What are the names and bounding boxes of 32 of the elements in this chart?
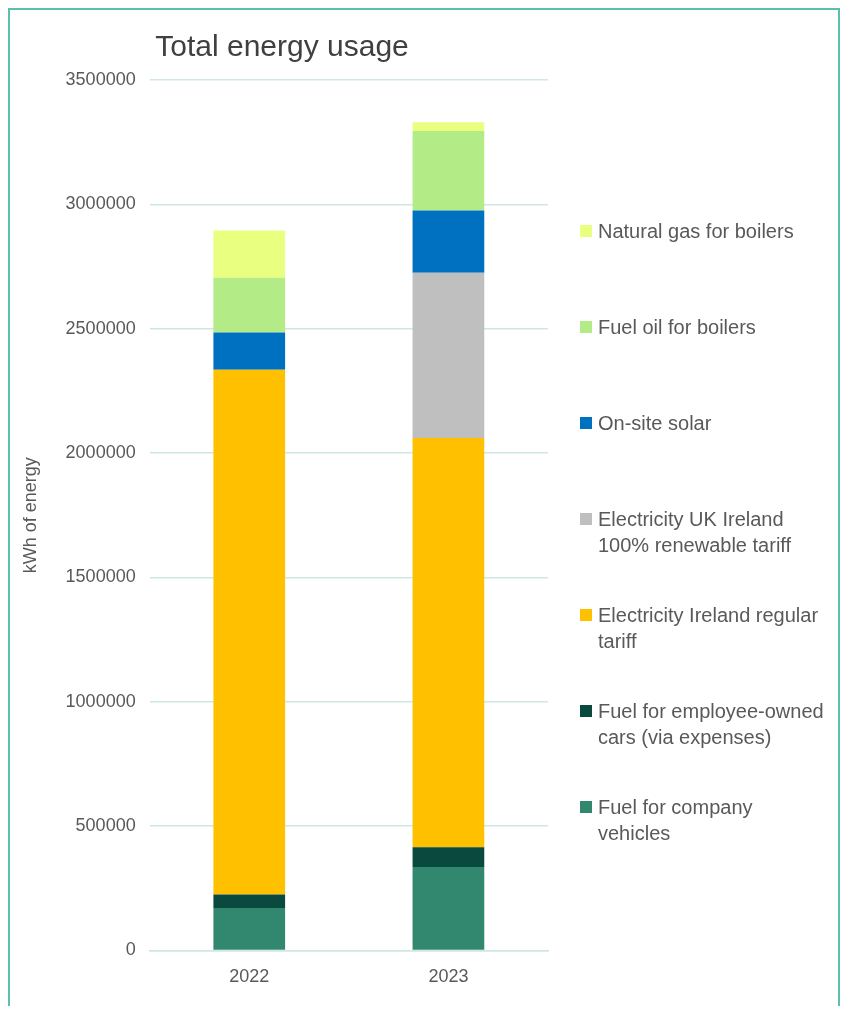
x-tick-label: 2023	[428, 966, 469, 987]
bar	[213, 277, 286, 333]
y-tick-label: 2500000	[65, 317, 136, 338]
bar	[213, 894, 286, 909]
y-tick-label: 1000000	[65, 690, 136, 711]
legend-label: Fuel for company vehicles	[598, 795, 754, 846]
bar	[412, 867, 485, 950]
chart-title: Total energy usage	[155, 29, 409, 63]
legend-label: On-site solar	[598, 411, 713, 436]
legend-label: Fuel oil for boilers	[598, 315, 757, 340]
y-tick-label: 500000	[75, 815, 136, 836]
y-tick-label: 0	[125, 939, 136, 960]
legend-label: Electricity Ireland regular tariff	[598, 603, 820, 654]
bar	[213, 230, 286, 278]
legend-label: Natural gas for boilers	[598, 219, 795, 244]
x-tick-label: 2022	[229, 966, 270, 987]
y-axis-title: kWh of energy	[19, 457, 40, 574]
bar	[412, 210, 485, 273]
bar	[412, 438, 485, 848]
bar	[213, 332, 286, 370]
bar	[412, 847, 485, 868]
y-tick-label: 3000000	[65, 193, 136, 214]
bar	[412, 272, 485, 439]
bar	[213, 908, 286, 950]
bar	[412, 130, 485, 211]
y-tick-label: 2000000	[65, 442, 136, 462]
legend-label: Electricity UK Ireland 100% renewable tariff	[598, 507, 793, 558]
bar	[213, 369, 286, 895]
y-tick-label: 3500000	[65, 68, 136, 89]
bar	[412, 122, 485, 131]
y-tick-label: 1500000	[65, 566, 136, 587]
legend-label: Fuel for employee-owned cars (via expenses)	[598, 699, 825, 750]
